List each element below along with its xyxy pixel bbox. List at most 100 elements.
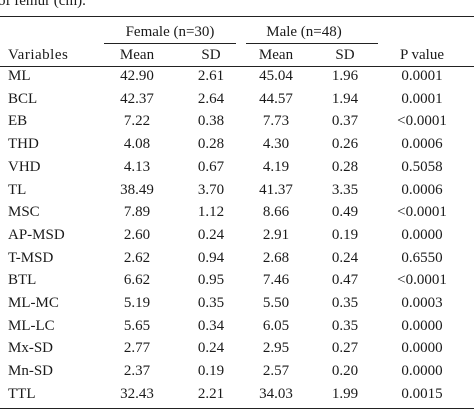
row-label: Mx-SD [8, 340, 54, 357]
cell-female-sd: 2.64 [197, 90, 225, 107]
cell-p-value: 0.0000 [401, 317, 443, 334]
cell-p-value: 0.0006 [401, 181, 443, 198]
group-header-female: Female (n=30) [125, 24, 215, 40]
cell-p-value: 0.0000 [401, 226, 443, 243]
group-underline-female [104, 43, 236, 44]
row-label: EB [8, 113, 28, 130]
cell-male-sd: 0.28 [331, 158, 359, 175]
cell-male-sd: 0.37 [331, 113, 359, 130]
row-label: MSC [8, 204, 40, 221]
cell-male-mean: 5.50 [262, 295, 290, 311]
row-label: TL [8, 181, 27, 198]
cell-female-sd: 2.61 [197, 68, 225, 84]
top-rule [0, 16, 474, 17]
cell-female-mean: 32.43 [120, 385, 154, 402]
cell-female-sd: 1.12 [197, 204, 225, 221]
cell-male-sd: 3.35 [331, 181, 359, 198]
cell-p-value: 0.6550 [401, 249, 443, 266]
cell-male-mean: 34.03 [259, 385, 293, 402]
cell-male-sd: 0.26 [331, 136, 359, 153]
cell-male-mean: 41.37 [259, 181, 293, 198]
row-label: VHD [8, 158, 41, 175]
cell-male-sd: 1.94 [331, 90, 359, 107]
cell-p-value: 0.0015 [401, 385, 443, 402]
group-underline-male [246, 43, 378, 44]
cell-p-value: 0.5058 [401, 158, 443, 175]
cell-male-sd: 0.47 [331, 272, 359, 289]
column-header-male-mean: Mean [258, 47, 294, 63]
cell-p-value: 0.0001 [401, 68, 443, 84]
cell-male-sd: 0.24 [331, 249, 359, 266]
row-label: AP-MSD [8, 226, 65, 243]
cell-male-mean: 8.66 [262, 204, 290, 221]
cell-male-mean: 44.57 [259, 90, 293, 107]
cell-female-mean: 6.62 [123, 272, 151, 289]
cell-female-sd: 0.24 [197, 340, 225, 357]
cell-female-sd: 0.94 [197, 249, 225, 266]
cell-p-value: <0.0001 [397, 204, 447, 221]
cell-male-mean: 45.04 [259, 68, 293, 84]
row-label: BTL [8, 272, 37, 289]
cell-female-sd: 0.28 [197, 136, 225, 153]
cell-female-mean: 38.49 [120, 181, 154, 198]
column-header-female-mean: Mean [119, 47, 155, 63]
cell-p-value: 0.0006 [401, 136, 443, 153]
cell-female-sd: 3.70 [197, 181, 225, 198]
cell-female-mean: 7.89 [123, 204, 151, 221]
cell-female-mean: 4.13 [123, 158, 151, 175]
column-header-p-value: P value [399, 47, 445, 63]
cell-p-value: 0.0000 [401, 340, 443, 357]
cell-male-sd: 0.27 [331, 340, 359, 357]
cell-male-mean: 7.73 [262, 113, 290, 130]
cell-female-mean: 5.19 [123, 295, 151, 311]
cell-p-value: <0.0001 [397, 113, 447, 130]
row-label: BCL [8, 90, 38, 107]
cell-p-value: 0.0000 [401, 363, 443, 380]
cell-female-sd: 0.24 [197, 226, 225, 243]
bottom-rule [0, 408, 474, 409]
cell-male-sd: 0.20 [331, 363, 359, 380]
cell-p-value: <0.0001 [397, 272, 447, 289]
cell-female-mean: 5.65 [123, 317, 151, 334]
row-label: THD [8, 136, 39, 153]
cell-male-mean: 2.91 [262, 226, 290, 243]
row-label: ML-MC [8, 295, 59, 311]
cell-female-sd: 0.38 [197, 113, 225, 130]
row-label: Mn-SD [8, 363, 54, 380]
cell-female-mean: 2.60 [123, 226, 151, 243]
cell-male-sd: 1.99 [331, 385, 359, 402]
cell-male-sd: 0.49 [331, 204, 359, 221]
cell-male-mean: 4.19 [262, 158, 290, 175]
cell-p-value: 0.0003 [401, 295, 443, 311]
cell-female-mean: 2.62 [123, 249, 151, 266]
cell-p-value: 0.0001 [401, 90, 443, 107]
header-rule [0, 66, 474, 67]
column-header-female-sd: SD [201, 47, 221, 63]
cell-male-mean: 2.95 [262, 340, 290, 357]
row-label: ML-LC [8, 317, 55, 334]
cell-female-sd: 2.21 [197, 385, 225, 402]
row-label: TTL [8, 385, 36, 402]
table-caption: of femur (cm). [0, 0, 86, 9]
cell-male-mean: 2.68 [262, 249, 290, 266]
cell-male-sd: 0.35 [331, 317, 359, 334]
cell-female-mean: 2.77 [123, 340, 151, 357]
cell-female-mean: 7.22 [123, 113, 151, 130]
cell-female-sd: 0.19 [197, 363, 225, 380]
cell-male-mean: 6.05 [262, 317, 290, 334]
cell-male-sd: 0.35 [331, 295, 359, 311]
cell-male-sd: 1.96 [331, 68, 359, 84]
cell-male-mean: 7.46 [262, 272, 290, 289]
cell-female-mean: 4.08 [123, 136, 151, 153]
cell-female-mean: 42.37 [120, 90, 154, 107]
cell-female-sd: 0.95 [197, 272, 225, 289]
cell-female-sd: 0.34 [197, 317, 225, 334]
cell-male-sd: 0.19 [331, 226, 359, 243]
cell-female-mean: 2.37 [123, 363, 151, 380]
cell-female-sd: 0.35 [197, 295, 225, 311]
cell-male-mean: 4.30 [262, 136, 290, 153]
column-header-male-sd: SD [335, 47, 355, 63]
row-label: T-MSD [8, 249, 54, 266]
column-header-variables: Variables [8, 47, 69, 63]
cell-female-mean: 42.90 [120, 68, 154, 84]
